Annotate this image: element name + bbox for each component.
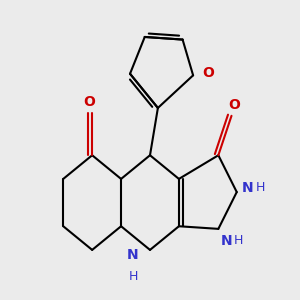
Text: H: H [234, 234, 244, 247]
Text: O: O [202, 66, 214, 80]
Text: N: N [221, 234, 232, 248]
Text: N: N [242, 181, 254, 195]
Text: O: O [228, 98, 240, 112]
Text: H: H [256, 182, 265, 194]
Text: H: H [129, 270, 138, 283]
Text: O: O [84, 95, 95, 109]
Text: N: N [127, 248, 138, 262]
